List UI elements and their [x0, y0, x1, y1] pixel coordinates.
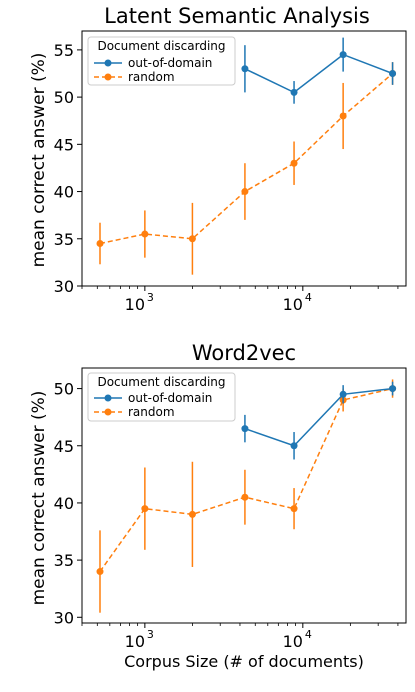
word2vec-axes-frame — [81, 367, 407, 624]
word2vec-x-tick-label-1000: 10 — [125, 632, 145, 651]
lsa-legend-marker-random — [104, 73, 112, 81]
word2vec-point-random-3 — [241, 493, 249, 501]
word2vec-point-out-of-domain-1 — [290, 442, 298, 450]
lsa-legend-marker-out-of-domain — [104, 59, 112, 67]
word2vec-point-out-of-domain-0 — [241, 425, 249, 433]
word2vec-point-random-0 — [96, 568, 104, 576]
lsa-y-tick-label-35: 35 — [54, 230, 74, 249]
lsa-point-random-3 — [241, 188, 249, 196]
word2vec-y-tick-label-45: 45 — [54, 437, 74, 456]
lsa-axes-frame — [81, 30, 407, 287]
word2vec-x-tick-exponent-10000: 4 — [305, 628, 312, 641]
lsa-y-axis-label: mean correct answer (%) — [29, 53, 49, 268]
lsa-point-random-0 — [96, 240, 104, 247]
word2vec-y-tick-label-30: 30 — [54, 608, 74, 627]
word2vec-legend-title: Document discarding — [97, 375, 225, 389]
word2vec-series-line-out-of-domain — [244, 387, 393, 447]
lsa-point-random-4 — [290, 159, 298, 167]
lsa-title: Latent Semantic Analysis — [104, 4, 370, 28]
word2vec-legend-box — [87, 372, 236, 422]
word2vec-legend-label-random: random — [128, 405, 175, 419]
word2vec-y-tick-label-40: 40 — [54, 494, 74, 513]
lsa-x-tick-exponent-10000: 4 — [305, 291, 312, 304]
lsa-point-random-1 — [141, 230, 149, 238]
lsa-point-out-of-domain-1 — [290, 88, 298, 96]
lsa-series-line-out-of-domain — [244, 53, 393, 94]
lsa-point-out-of-domain-2 — [339, 51, 347, 59]
lsa-y-tick-label-55: 55 — [54, 41, 74, 60]
lsa-x-tick-label-1000: 10 — [125, 295, 145, 314]
lsa-legend-title: Document discarding — [97, 39, 225, 53]
word2vec-panel: Word2vec mean correct answer (%) 30 35 40 4… — [29, 341, 407, 671]
lsa-legend-label-random: random — [128, 70, 175, 84]
word2vec-point-random-2 — [188, 510, 196, 518]
word2vec-point-random-1 — [141, 505, 149, 513]
word2vec-title: Word2vec — [192, 341, 296, 365]
lsa-panel: Latent Semantic Analysis mean correct an… — [29, 4, 407, 314]
lsa-point-random-5 — [339, 112, 347, 120]
word2vec-point-random-4 — [290, 505, 298, 513]
lsa-y-tick-label-40: 40 — [54, 183, 74, 202]
word2vec-y-tick-label-35: 35 — [54, 551, 74, 570]
lsa-legend-box — [87, 36, 236, 86]
word2vec-y-tick-label-50: 50 — [54, 380, 74, 399]
lsa-legend: Document discarding out-of-domain random — [87, 36, 236, 86]
lsa-point-out-of-domain-3 — [389, 70, 397, 77]
lsa-legend-label-out-of-domain: out-of-domain — [128, 56, 212, 70]
lsa-y-tick-label-45: 45 — [54, 135, 74, 154]
lsa-point-out-of-domain-0 — [241, 65, 249, 73]
word2vec-legend: Document discarding out-of-domain random — [87, 372, 236, 422]
word2vec-y-axis-label: mean correct answer (%) — [29, 391, 49, 606]
lsa-y-tick-label-30: 30 — [54, 277, 74, 296]
lsa-point-random-2 — [188, 235, 196, 243]
lsa-x-tick-label-10000: 10 — [283, 295, 303, 314]
word2vec-legend-label-out-of-domain: out-of-domain — [128, 391, 212, 405]
lsa-y-tick-label-50: 50 — [54, 88, 74, 107]
word2vec-x-tick-exponent-1000: 3 — [147, 628, 154, 641]
lsa-series-line-random — [99, 72, 394, 245]
x-axis-label: Corpus Size (# of documents) — [124, 652, 364, 671]
lsa-x-tick-exponent-1000: 3 — [147, 291, 154, 304]
word2vec-point-out-of-domain-2 — [339, 390, 347, 398]
word2vec-x-tick-label-10000: 10 — [283, 632, 303, 651]
word2vec-point-out-of-domain-3 — [389, 385, 397, 393]
word2vec-legend-marker-random — [104, 408, 112, 416]
word2vec-legend-marker-out-of-domain — [104, 394, 112, 402]
